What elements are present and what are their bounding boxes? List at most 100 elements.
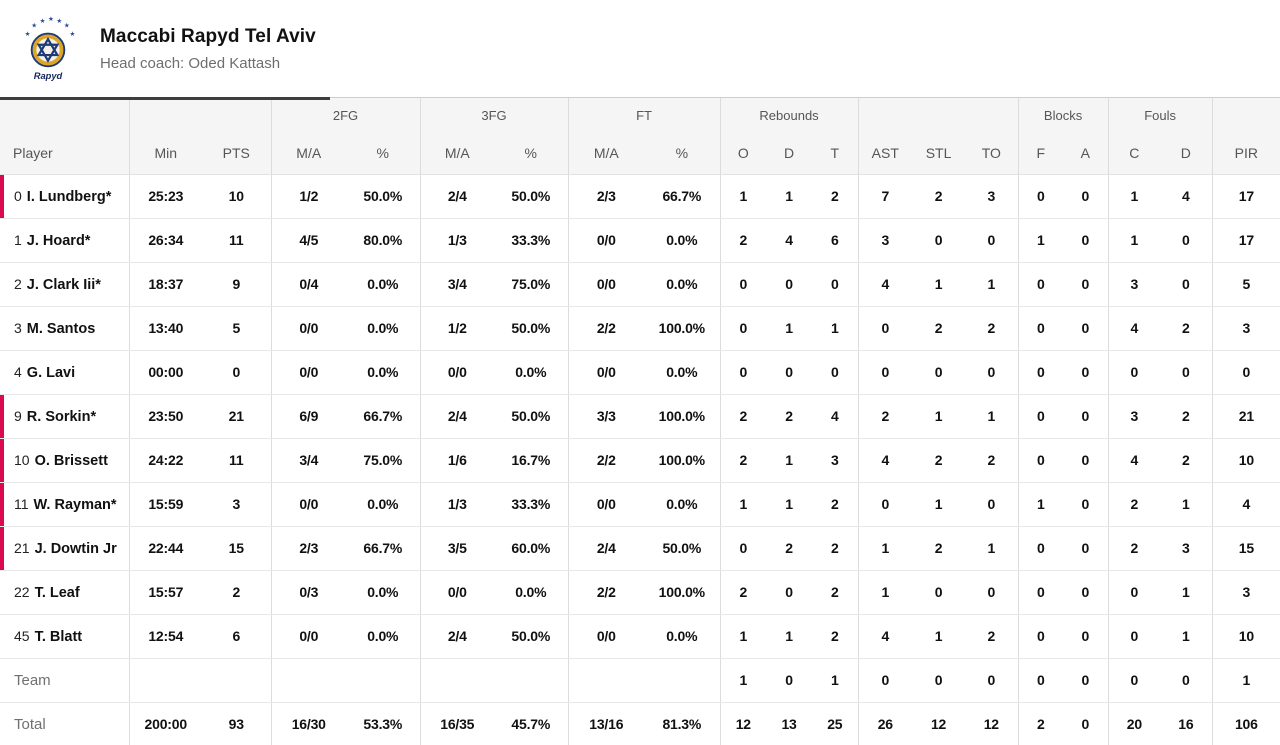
player-name-cell[interactable]: 3 M. Santos <box>0 306 129 351</box>
stat-cell: 2/2 <box>567 306 645 351</box>
player-name[interactable]: R. Sorkin* <box>26 408 97 425</box>
player-name-cell[interactable]: 1 J. Hoard* <box>0 218 129 263</box>
player-name-cell[interactable]: 22 T. Leaf <box>0 570 129 615</box>
stat-cell: 20 <box>1107 702 1161 745</box>
group-header-spacer-player <box>0 98 129 132</box>
stat-cell: 2 <box>719 218 767 263</box>
player-name-cell[interactable]: 2 J. Clark Iii* <box>0 262 129 307</box>
column-header-stl: STL <box>912 132 966 175</box>
summary-label-cell: Total <box>14 715 46 733</box>
player-name-cell[interactable]: 0 I. Lundberg* <box>0 174 129 219</box>
stat-cell: 0 <box>1017 658 1064 703</box>
player-name[interactable]: J. Dowtin Jr <box>34 540 117 557</box>
stat-cell: 3 <box>1107 394 1161 439</box>
stat-cell: 33.3% <box>494 482 569 527</box>
stat-cell: 0 <box>1063 218 1109 263</box>
stat-cell: 3 <box>965 174 1019 219</box>
player-name-cell[interactable]: 9 R. Sorkin* <box>0 394 129 439</box>
table-column-header-row: Player Min PTS M/A % M/A % M/A % O D T A… <box>0 132 1280 175</box>
stat-cell: 0 <box>1081 716 1090 733</box>
stat-cell: 18:37 <box>128 262 202 307</box>
stat-cell: 0/0 <box>270 482 346 527</box>
stat-cell: 0 <box>1211 350 1280 395</box>
stat-cell: 1 <box>1160 482 1213 527</box>
stat-cell: 1 <box>1160 614 1213 659</box>
player-row: 10 O. Brissett 24:22 11 3/4 75.0% 1/6 16.7% 2/2 1… <box>0 438 1280 483</box>
stat-cell: 50.0% <box>644 526 721 571</box>
player-name[interactable]: T. Leaf <box>34 584 80 601</box>
player-name-cell[interactable]: 45 T. Blatt <box>0 614 129 659</box>
player-name[interactable]: J. Clark Iii* <box>26 276 101 293</box>
stat-cell: 0 <box>1063 262 1109 307</box>
stat-cell: 0 <box>766 658 813 703</box>
stat-cell: 12:54 <box>128 614 202 659</box>
stat-cell: 0 <box>766 350 813 395</box>
player-name-cell[interactable]: 21 J. Dowtin Jr <box>0 526 129 571</box>
summary-row: Total 200:00 93 16/30 53.3% 16/35 45.7% 13/16 81… <box>0 702 1280 745</box>
stat-cell: 2 <box>812 482 859 527</box>
active-team-tab-indicator <box>0 97 330 100</box>
stat-cell: 3 <box>812 438 859 483</box>
stat-cell: 00:00 <box>128 350 202 395</box>
stat-cell: 0 <box>912 658 966 703</box>
stat-cell: 1 <box>912 614 966 659</box>
column-header-ft-ma: M/A <box>567 132 645 175</box>
player-name[interactable]: M. Santos <box>26 320 96 337</box>
stat-cell <box>128 658 202 703</box>
column-header-foul-d: D <box>1160 132 1213 175</box>
stat-cell: 15 <box>202 526 271 571</box>
stat-cell: 0 <box>1107 350 1161 395</box>
player-name[interactable]: O. Brissett <box>34 452 108 469</box>
stat-cell: 0/0 <box>567 350 645 395</box>
stat-cell: 0/0 <box>567 482 645 527</box>
stat-cell: 2 <box>812 570 859 615</box>
stat-cell: 0/0 <box>270 614 346 659</box>
player-name[interactable]: G. Lavi <box>26 364 76 381</box>
stat-cell: 2 <box>766 526 813 571</box>
stat-cell: 2/4 <box>567 526 645 571</box>
stat-cell <box>346 658 421 703</box>
stat-cell: 100.0% <box>644 394 721 439</box>
stat-cell: 0 <box>1017 614 1064 659</box>
group-header-blocks: Blocks <box>1017 98 1109 132</box>
stat-cell: 1 <box>857 526 913 571</box>
stat-cell: 0.0% <box>494 570 569 615</box>
stat-cell: 0.0% <box>644 614 721 659</box>
stat-cell <box>494 658 569 703</box>
svg-text:★: ★ <box>56 17 62 24</box>
stat-cell: 13:40 <box>128 306 202 351</box>
player-name[interactable]: T. Blatt <box>34 628 83 645</box>
stat-cell: 2 <box>719 394 767 439</box>
svg-text:★: ★ <box>25 30 31 37</box>
svg-text:★: ★ <box>40 17 46 24</box>
stat-cell: 21 <box>1211 394 1280 439</box>
column-header-ft-pct: % <box>644 132 721 175</box>
player-name[interactable]: J. Hoard* <box>26 232 91 249</box>
team-logo: ★ ★ ★ ★ ★ ★ ★ Rapyd <box>20 15 76 83</box>
stat-cell: 100.0% <box>644 570 721 615</box>
stat-cell: 1 <box>1160 570 1213 615</box>
stat-cell: 21 <box>202 394 271 439</box>
stat-cell: 66.7% <box>644 174 721 219</box>
team-name: Maccabi Rapyd Tel Aviv <box>100 25 316 47</box>
player-row: 21 J. Dowtin Jr 22:44 15 2/3 66.7% 3/5 60.0% 2/4… <box>0 526 1280 571</box>
stat-cell: 16.7% <box>494 438 569 483</box>
player-name-cell[interactable]: 4 G. Lavi <box>0 350 129 395</box>
player-name-cell[interactable]: 11 W. Rayman* <box>0 482 129 527</box>
stat-cell: 2 <box>812 526 859 571</box>
stat-cell: 22:44 <box>128 526 202 571</box>
stat-cell: 2 <box>1017 702 1064 745</box>
stat-cell <box>419 658 495 703</box>
stat-cell: 4 <box>1160 174 1213 219</box>
player-name[interactable]: I. Lundberg* <box>26 188 112 205</box>
player-name[interactable]: W. Rayman* <box>33 496 117 513</box>
jersey-number: 11 <box>14 495 29 512</box>
stat-cell: 1 <box>812 658 859 703</box>
column-header-pir: PIR <box>1211 132 1280 175</box>
stat-cell: 0 <box>965 658 1019 703</box>
player-name-cell[interactable]: 10 O. Brissett <box>0 438 129 483</box>
stat-cell: 33.3% <box>494 218 569 263</box>
stat-cell: 0 <box>1107 570 1161 615</box>
stat-cell: 0 <box>766 262 813 307</box>
stat-cell: 0 <box>1017 174 1064 219</box>
